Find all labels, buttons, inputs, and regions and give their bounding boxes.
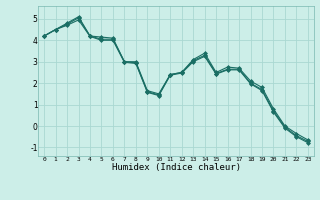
X-axis label: Humidex (Indice chaleur): Humidex (Indice chaleur): [111, 163, 241, 172]
